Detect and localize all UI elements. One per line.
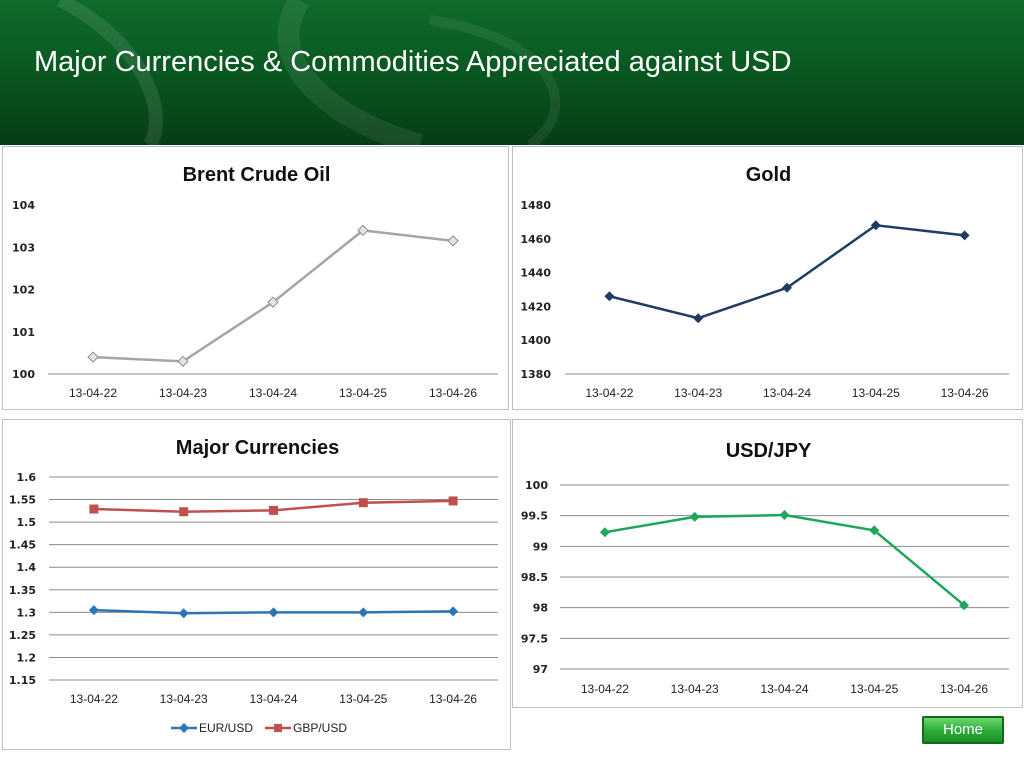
x-tick-label: 13-04-25 [339, 386, 387, 400]
data-point [177, 355, 189, 368]
series-line [609, 223, 965, 320]
x-tick-label: 13-04-22 [69, 386, 117, 400]
y-tick-label: 98.5 [521, 571, 548, 584]
x-tick-label: 13-04-26 [429, 692, 477, 706]
data-point [89, 504, 99, 514]
y-tick-label: 97.5 [521, 632, 548, 645]
y-tick-label: 100 [12, 368, 35, 381]
page-title: Major Currencies & Commodities Appreciat… [34, 46, 792, 78]
home-button[interactable]: Home [922, 716, 1004, 744]
data-point [447, 235, 459, 247]
data-point [689, 511, 700, 522]
x-tick-label: 13-04-26 [941, 386, 989, 400]
y-tick-label: 1480 [520, 199, 551, 212]
y-tick-label: 1.35 [9, 584, 36, 597]
y-tick-label: 1.5 [17, 516, 37, 529]
y-tick-label: 104 [12, 199, 35, 212]
usdjpy-chart: USD/JPY 97 97.5 98 98.5 99 99.5 100 13-04-22 13-0… [521, 440, 1009, 696]
data-point [178, 608, 189, 619]
gold-chart: Gold 1380 1400 1420 1440 1460 1480 13-04-22 13-0… [520, 164, 1009, 400]
major-currencies-chart: Major Currencies 1.15 1.2 1.25 1.3 1.35 1.4 1.4… [9, 437, 498, 735]
data-point [604, 291, 615, 302]
y-tick-label: 1.15 [9, 674, 36, 687]
x-tick-label: 13-04-26 [429, 386, 477, 400]
data-point [357, 224, 369, 237]
y-tick-label: 103 [12, 241, 35, 254]
data-point [693, 313, 704, 324]
data-point [782, 282, 792, 293]
data-point [448, 496, 458, 506]
y-tick-label: 101 [12, 326, 35, 339]
chart-title: Major Currencies [176, 437, 339, 459]
y-tick-label: 1.3 [17, 606, 37, 619]
x-tick-label: 13-04-23 [159, 386, 207, 400]
header-swoosh-decoration [56, 0, 561, 145]
data-point [179, 507, 189, 517]
legend-marker [179, 723, 189, 733]
legend-label: GBP/USD [293, 721, 347, 735]
x-tick-label: 13-04-22 [70, 692, 118, 706]
x-tick-label: 13-04-24 [760, 682, 808, 696]
data-point [959, 600, 970, 611]
data-point [358, 607, 369, 618]
y-tick-label: 99.5 [521, 510, 548, 523]
y-tick-label: 99 [533, 540, 548, 553]
y-tick-label: 102 [12, 284, 35, 297]
x-tick-label: 13-04-23 [671, 682, 719, 696]
data-point [870, 220, 881, 231]
x-tick-label: 13-04-26 [940, 682, 988, 696]
x-tick-label: 13-04-25 [852, 386, 900, 400]
y-tick-label: 1400 [520, 334, 551, 347]
header-banner: Major Currencies & Commodities Appreciat… [0, 0, 1024, 145]
legend-marker [274, 724, 282, 732]
data-point [268, 607, 279, 618]
y-tick-label: 100 [525, 479, 548, 492]
series-line [92, 229, 454, 363]
series-line [604, 513, 965, 607]
x-tick-label: 13-04-23 [674, 386, 722, 400]
data-point [269, 505, 278, 515]
chart-title: Brent Crude Oil [183, 164, 331, 186]
data-point [599, 527, 610, 538]
data-point [779, 510, 790, 521]
data-point [358, 498, 368, 508]
x-tick-label: 13-04-25 [850, 682, 898, 696]
y-tick-label: 1.45 [9, 539, 36, 552]
y-tick-label: 1460 [520, 233, 551, 246]
data-point [448, 606, 459, 617]
y-tick-label: 97 [533, 663, 548, 676]
y-tick-label: 1440 [520, 267, 551, 280]
chart-title: Gold [746, 164, 792, 186]
legend-label: EUR/USD [199, 721, 253, 735]
x-tick-label: 13-04-24 [763, 386, 811, 400]
chart-panel-fx: Major Currencies 1.15 1.2 1.25 1.3 1.35 1.4 1.4… [2, 419, 511, 750]
data-point [959, 230, 970, 241]
chart-title: USD/JPY [726, 440, 812, 462]
y-tick-label: 1.55 [9, 494, 36, 507]
x-tick-label: 13-04-25 [339, 692, 387, 706]
data-point [87, 351, 99, 363]
data-point [88, 605, 99, 616]
oil-chart: Brent Crude Oil 100 101 102 103 104 13-04-22 13… [12, 164, 498, 400]
y-tick-label: 1.4 [17, 561, 37, 574]
chart-panel-jpy: USD/JPY 97 97.5 98 98.5 99 99.5 100 13-04-22 13-0… [512, 419, 1023, 708]
x-tick-label: 13-04-23 [160, 692, 208, 706]
x-tick-label: 13-04-22 [585, 386, 633, 400]
x-tick-label: 13-04-24 [249, 692, 297, 706]
y-tick-label: 1.6 [17, 471, 37, 484]
y-tick-label: 1380 [520, 368, 551, 381]
chart-panel-oil: Brent Crude Oil 100 101 102 103 104 13-04-22 13… [2, 146, 509, 410]
y-tick-label: 1.2 [17, 651, 37, 664]
data-point [267, 296, 279, 308]
y-tick-label: 98 [533, 602, 548, 615]
chart-panel-gold: Gold 1380 1400 1420 1440 1460 1480 13-04-22 13-0… [512, 146, 1023, 410]
y-tick-label: 1420 [520, 300, 551, 313]
x-tick-label: 13-04-24 [249, 386, 297, 400]
data-point [869, 525, 880, 536]
x-tick-label: 13-04-22 [581, 682, 629, 696]
y-tick-label: 1.25 [9, 629, 36, 642]
